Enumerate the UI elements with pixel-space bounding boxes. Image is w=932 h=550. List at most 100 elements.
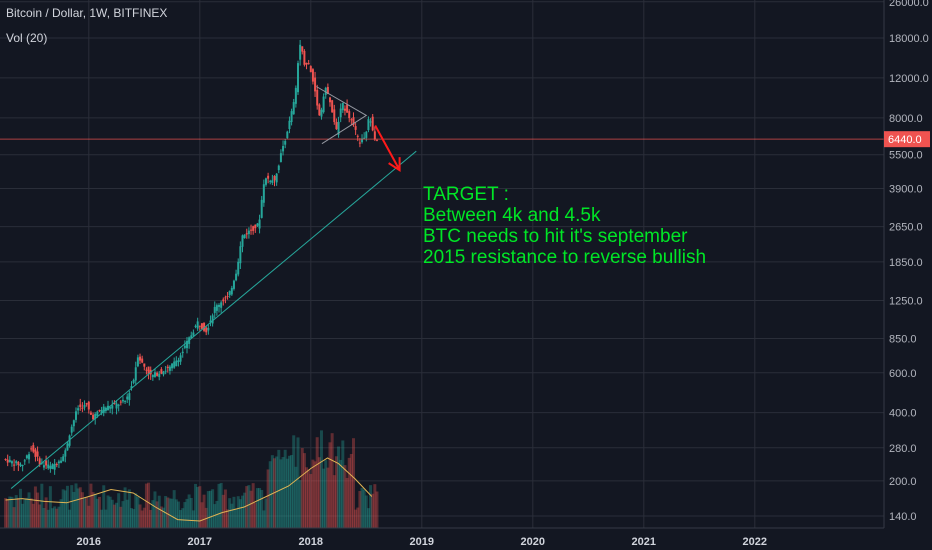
x-tick-label: 2018 <box>299 536 323 548</box>
candle-body <box>34 449 37 457</box>
volume-bar <box>106 495 110 528</box>
volume-bar <box>298 480 302 528</box>
volume-bar <box>115 502 119 528</box>
candle-body <box>335 122 338 130</box>
candle-body <box>141 358 144 363</box>
candle-body <box>207 327 210 331</box>
volume-bar <box>132 509 136 528</box>
candle-body <box>305 62 308 65</box>
candle-body <box>175 360 178 367</box>
volume-bar <box>226 509 230 528</box>
volume-bar <box>6 498 10 528</box>
volume-bar <box>10 496 14 528</box>
volume-bar <box>302 453 306 528</box>
volume-bar <box>294 466 298 528</box>
volume-legend[interactable]: Vol (20) <box>6 31 48 45</box>
time-axis[interactable]: 2016 2017 2018 2019 2020 2021 2022 <box>0 527 884 548</box>
candle-body <box>290 111 293 123</box>
volume-bar <box>89 483 93 528</box>
candle-body <box>190 335 193 339</box>
candle-body <box>301 46 304 52</box>
volume-bar <box>121 501 125 528</box>
forecast-arrow-head <box>388 157 401 172</box>
candle-body <box>218 305 221 307</box>
volume-bar <box>260 489 264 528</box>
candle-body <box>74 411 77 420</box>
candle-body <box>356 135 359 137</box>
candle-body <box>215 305 218 311</box>
candle-body <box>369 121 372 123</box>
volume-bar <box>168 498 172 528</box>
volume-bar <box>68 509 72 528</box>
symbol-title[interactable]: Bitcoin / Dollar, 1W, BITFINEX <box>6 6 168 20</box>
candle-body <box>320 109 323 117</box>
candle-body <box>326 86 329 94</box>
candle-body <box>85 403 88 405</box>
volume-bar <box>12 507 16 528</box>
x-tick-label: 2021 <box>632 536 656 548</box>
volume-bar <box>25 497 29 528</box>
volume-bar <box>213 504 217 528</box>
candle-body <box>205 327 208 333</box>
candle-body <box>296 63 299 93</box>
candle-body <box>275 173 278 183</box>
volume-bar <box>191 510 195 528</box>
volume-bar <box>305 467 309 528</box>
candle-body <box>352 117 355 126</box>
volume-bar <box>373 484 377 528</box>
candle-body <box>87 401 90 410</box>
volume-bar <box>185 498 189 528</box>
volume-bar <box>157 495 161 528</box>
candle-body <box>53 463 56 470</box>
volume-bar <box>14 495 18 528</box>
y-tick-label: 850.0 <box>889 333 917 345</box>
volume-bar <box>18 488 22 528</box>
volume-bar <box>91 492 95 528</box>
candle-body <box>269 180 272 182</box>
candle-body <box>361 138 364 143</box>
candle-body <box>81 407 84 409</box>
volume-bar <box>80 492 84 528</box>
volume-bar <box>142 507 146 528</box>
volume-bar <box>322 468 326 528</box>
candle-body <box>371 116 374 131</box>
candle-body <box>318 104 321 116</box>
volume-bar <box>33 486 37 528</box>
drawing-overlays <box>0 86 884 489</box>
volume-bar <box>46 509 50 528</box>
volume-bar <box>51 508 55 528</box>
candle-body <box>147 366 150 375</box>
candle-body <box>200 323 203 329</box>
annotation-line: TARGET : <box>423 184 509 205</box>
volume-bar <box>112 504 116 528</box>
candle-body <box>213 306 216 313</box>
volume-bar <box>223 489 227 528</box>
candle-body <box>57 461 60 464</box>
candle-body <box>282 145 285 152</box>
volume-bar <box>262 510 266 528</box>
volume-bar <box>309 474 313 528</box>
volume-ma-line <box>5 457 373 522</box>
volume-bar <box>375 491 379 528</box>
target-annotation: TARGET : Between 4k and 4.5k BTC needs t… <box>423 184 706 268</box>
volume-bar <box>206 491 210 528</box>
candle-body <box>113 402 116 405</box>
candle-body <box>128 393 131 401</box>
triangle-pattern <box>316 86 368 145</box>
volume-bar <box>136 496 140 528</box>
candle-body <box>241 235 244 247</box>
volume-bar <box>247 485 251 528</box>
y-tick-label: 400.0 <box>889 408 917 420</box>
candle-body <box>83 404 86 408</box>
candle-body <box>354 126 357 130</box>
candle-body <box>316 89 319 106</box>
candle-body <box>100 409 103 414</box>
volume-bar <box>174 499 178 528</box>
y-tick-label: 18000.0 <box>889 33 929 45</box>
candle-body <box>346 104 349 113</box>
candle-body <box>153 372 156 377</box>
price-axis[interactable]: 26000.0 18000.0 12000.0 8000.0 5500.0 3900.0 2… <box>883 0 930 528</box>
candle-body <box>243 234 246 239</box>
candle-body <box>156 372 159 376</box>
